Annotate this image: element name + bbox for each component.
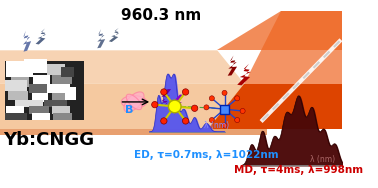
Circle shape: [152, 102, 158, 108]
Text: 960.3 nm: 960.3 nm: [121, 8, 201, 23]
Polygon shape: [217, 11, 342, 50]
Polygon shape: [228, 55, 237, 76]
Bar: [5, 61, 84, 120]
Circle shape: [222, 90, 227, 95]
Bar: [32, 93, 48, 102]
Bar: [34, 75, 50, 84]
Bar: [6, 106, 25, 114]
Polygon shape: [36, 28, 46, 44]
Bar: [52, 75, 71, 84]
Bar: [11, 77, 29, 86]
Bar: [47, 64, 65, 75]
Bar: [52, 106, 70, 114]
Circle shape: [168, 100, 181, 113]
Polygon shape: [172, 95, 184, 115]
Circle shape: [240, 108, 245, 114]
Bar: [5, 80, 27, 91]
Polygon shape: [23, 31, 31, 52]
Bar: [29, 84, 47, 93]
Text: ED, τ=0.7ms, λ=1022nm: ED, τ=0.7ms, λ=1022nm: [134, 150, 279, 160]
Ellipse shape: [124, 92, 144, 112]
Circle shape: [183, 89, 189, 95]
Polygon shape: [208, 84, 342, 129]
Circle shape: [192, 105, 198, 111]
Circle shape: [209, 118, 214, 123]
Bar: [32, 113, 50, 120]
Polygon shape: [237, 64, 251, 85]
Polygon shape: [162, 89, 171, 107]
Text: λ (nm): λ (nm): [310, 155, 335, 164]
Text: λ (nm): λ (nm): [204, 121, 229, 130]
Circle shape: [209, 96, 214, 101]
Polygon shape: [0, 84, 267, 129]
Text: Yb:CNGG: Yb:CNGG: [3, 131, 94, 149]
Circle shape: [161, 89, 167, 95]
Text: MD, τ=4ms, λ=998nm: MD, τ=4ms, λ=998nm: [234, 164, 363, 174]
Bar: [8, 91, 28, 100]
Bar: [65, 86, 76, 100]
Bar: [52, 93, 70, 100]
Bar: [220, 105, 229, 114]
Bar: [60, 67, 74, 77]
Circle shape: [222, 123, 227, 128]
Text: B: B: [125, 105, 133, 115]
Polygon shape: [109, 28, 119, 42]
Bar: [15, 100, 43, 107]
Bar: [5, 113, 27, 120]
Circle shape: [161, 118, 167, 124]
Bar: [44, 100, 67, 107]
Circle shape: [235, 118, 240, 123]
Bar: [25, 59, 47, 73]
Polygon shape: [0, 129, 267, 135]
Circle shape: [204, 105, 209, 110]
Bar: [6, 61, 34, 77]
Polygon shape: [0, 50, 245, 84]
Ellipse shape: [126, 94, 142, 110]
Bar: [47, 84, 70, 93]
Ellipse shape: [121, 96, 147, 108]
Bar: [29, 106, 49, 114]
Circle shape: [183, 118, 189, 124]
Polygon shape: [97, 29, 105, 48]
Polygon shape: [245, 11, 342, 84]
Circle shape: [235, 96, 240, 101]
Bar: [53, 113, 71, 120]
